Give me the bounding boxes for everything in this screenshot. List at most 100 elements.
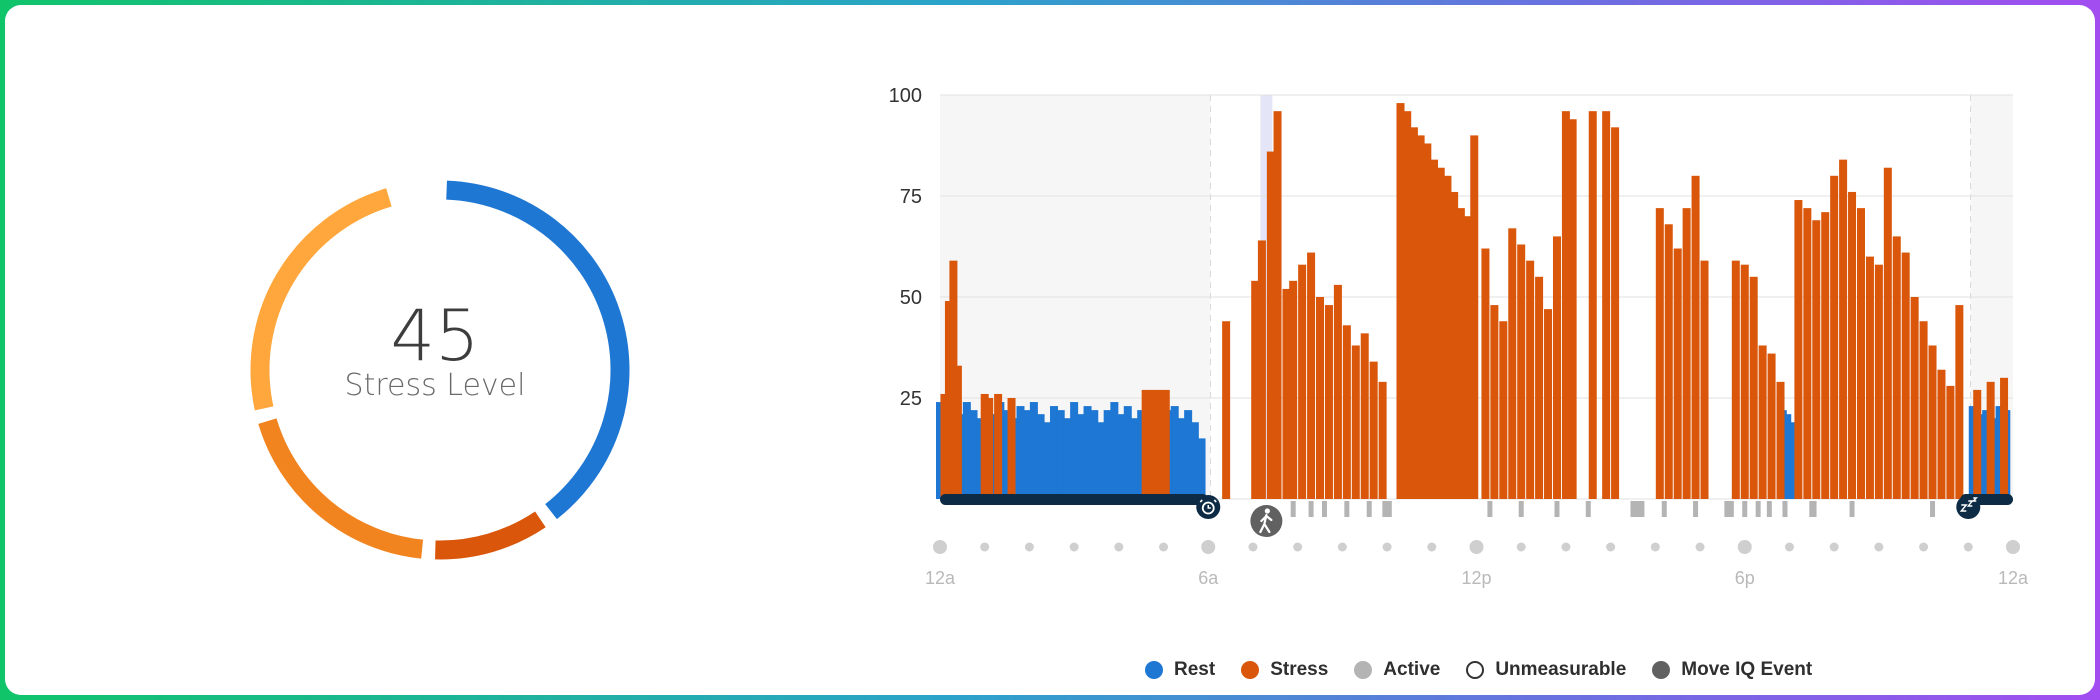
time-axis-minor-dot[interactable] bbox=[1516, 542, 1526, 552]
active-marker[interactable] bbox=[1554, 501, 1560, 517]
bar-stress[interactable] bbox=[940, 393, 949, 499]
bar-stress[interactable] bbox=[1767, 353, 1776, 499]
bar-rest[interactable] bbox=[1050, 406, 1059, 499]
bar-rest[interactable] bbox=[1190, 422, 1199, 499]
active-marker[interactable] bbox=[1366, 501, 1372, 517]
bar-stress[interactable] bbox=[1316, 297, 1325, 499]
active-marker[interactable] bbox=[1755, 501, 1761, 517]
bar-rest[interactable] bbox=[1056, 410, 1065, 499]
bar-stress[interactable] bbox=[1517, 244, 1526, 499]
time-axis-minor-dot[interactable] bbox=[1069, 542, 1079, 552]
active-marker[interactable] bbox=[1728, 501, 1734, 517]
time-axis-minor-dot[interactable] bbox=[1561, 542, 1571, 552]
bar-stress[interactable] bbox=[1456, 208, 1465, 499]
move-iq-event-icon[interactable] bbox=[1250, 505, 1283, 537]
bar-rest[interactable] bbox=[1043, 422, 1052, 499]
time-axis-major-dot[interactable] bbox=[2006, 540, 2020, 554]
bar-stress[interactable] bbox=[1691, 175, 1700, 500]
bar-stress[interactable] bbox=[1307, 252, 1316, 499]
bar-stress[interactable] bbox=[1333, 284, 1342, 499]
active-marker[interactable] bbox=[1382, 501, 1388, 517]
bar-stress[interactable] bbox=[1883, 167, 1892, 499]
bar-rest[interactable] bbox=[1787, 422, 1796, 499]
bar-stress[interactable] bbox=[1986, 381, 1995, 499]
active-marker[interactable] bbox=[1290, 501, 1296, 517]
bar-stress[interactable] bbox=[1758, 345, 1767, 499]
bar-stress[interactable] bbox=[1463, 216, 1472, 499]
legend-item-rest[interactable]: Rest bbox=[1145, 659, 1215, 681]
bar-stress[interactable] bbox=[1360, 333, 1369, 499]
bar-stress[interactable] bbox=[1973, 389, 1982, 499]
bar-stress[interactable] bbox=[1378, 381, 1387, 499]
bar-stress[interactable] bbox=[1257, 240, 1266, 499]
bar-stress[interactable] bbox=[1673, 248, 1682, 499]
bar-stress[interactable] bbox=[1430, 159, 1439, 499]
bar-stress[interactable] bbox=[1664, 224, 1673, 499]
bar-stress[interactable] bbox=[1544, 309, 1553, 499]
active-marker[interactable] bbox=[1811, 501, 1817, 517]
time-axis-minor-dot[interactable] bbox=[1784, 542, 1794, 552]
bar-stress[interactable] bbox=[1865, 256, 1874, 499]
active-marker[interactable] bbox=[1518, 501, 1524, 517]
bar-stress[interactable] bbox=[1526, 260, 1535, 499]
bar-stress[interactable] bbox=[1910, 297, 1919, 499]
bar-stress[interactable] bbox=[1568, 119, 1577, 500]
bar-rest[interactable] bbox=[1117, 414, 1126, 499]
sleep-zzz-icon[interactable] bbox=[1956, 495, 1981, 519]
bar-rest[interactable] bbox=[1995, 406, 2004, 499]
bar-stress[interactable] bbox=[1436, 167, 1445, 499]
bar-stress[interactable] bbox=[1874, 264, 1883, 499]
time-axis-minor-dot[interactable] bbox=[1606, 542, 1616, 552]
bar-stress[interactable] bbox=[1499, 321, 1508, 499]
bar-rest[interactable] bbox=[1063, 418, 1072, 499]
bar-rest[interactable] bbox=[1177, 418, 1186, 499]
bar-stress[interactable] bbox=[1700, 260, 1709, 499]
bar-rest[interactable] bbox=[1968, 406, 1977, 499]
bar-stress[interactable] bbox=[1222, 321, 1231, 499]
bar-stress[interactable] bbox=[1937, 369, 1946, 499]
bar-stress[interactable] bbox=[994, 393, 1003, 499]
bar-stress[interactable] bbox=[1273, 111, 1282, 499]
bar-rest[interactable] bbox=[976, 418, 985, 499]
time-axis-major-dot[interactable] bbox=[1201, 540, 1216, 554]
bar-stress[interactable] bbox=[1561, 111, 1570, 499]
active-marker[interactable] bbox=[1661, 501, 1667, 517]
bar-rest[interactable] bbox=[989, 414, 998, 499]
bar-rest[interactable] bbox=[1982, 410, 1991, 499]
active-marker[interactable] bbox=[1742, 501, 1748, 517]
bar-stress[interactable] bbox=[1007, 398, 1016, 499]
bar-stress[interactable] bbox=[1342, 325, 1351, 499]
bar-stress[interactable] bbox=[944, 301, 953, 499]
active-marker[interactable] bbox=[1766, 501, 1772, 517]
bar-stress[interactable] bbox=[1251, 280, 1260, 499]
active-marker[interactable] bbox=[1693, 501, 1699, 517]
bar-stress[interactable] bbox=[1450, 191, 1459, 499]
time-axis-minor-dot[interactable] bbox=[1829, 542, 1839, 552]
active-marker[interactable] bbox=[1386, 501, 1392, 517]
bar-stress[interactable] bbox=[1282, 288, 1291, 499]
active-marker[interactable] bbox=[1930, 501, 1936, 517]
bar-stress[interactable] bbox=[1148, 389, 1157, 499]
bar-stress[interactable] bbox=[1812, 220, 1821, 500]
time-axis-minor-dot[interactable] bbox=[1293, 542, 1303, 552]
time-axis-minor-dot[interactable] bbox=[1248, 542, 1258, 552]
bar-rest[interactable] bbox=[1096, 422, 1105, 499]
bar-stress[interactable] bbox=[1588, 111, 1597, 499]
bar-stress[interactable] bbox=[1830, 175, 1839, 500]
bar-stress[interactable] bbox=[1856, 208, 1865, 499]
bar-stress[interactable] bbox=[1794, 200, 1803, 500]
time-axis-minor-dot[interactable] bbox=[1382, 542, 1392, 552]
bar-stress[interactable] bbox=[1919, 321, 1928, 499]
bar-stress[interactable] bbox=[1821, 212, 1830, 499]
bar-rest[interactable] bbox=[1076, 414, 1085, 499]
bar-stress[interactable] bbox=[1423, 143, 1432, 499]
bar-stress[interactable] bbox=[1161, 389, 1170, 499]
bar-rest[interactable] bbox=[1029, 402, 1038, 499]
bar-stress[interactable] bbox=[1955, 305, 1964, 499]
legend-item-move-iq[interactable]: Move IQ Event bbox=[1652, 659, 1812, 681]
time-axis-minor-dot[interactable] bbox=[1963, 542, 1973, 552]
wake-alarm-icon[interactable] bbox=[1196, 495, 1221, 519]
bar-stress[interactable] bbox=[1848, 191, 1857, 499]
stress-timeline-chart[interactable]: 25 50 75 100 12a 6a 12p 6p 12a bbox=[865, 65, 2045, 625]
bar-stress[interactable] bbox=[1946, 385, 1955, 499]
